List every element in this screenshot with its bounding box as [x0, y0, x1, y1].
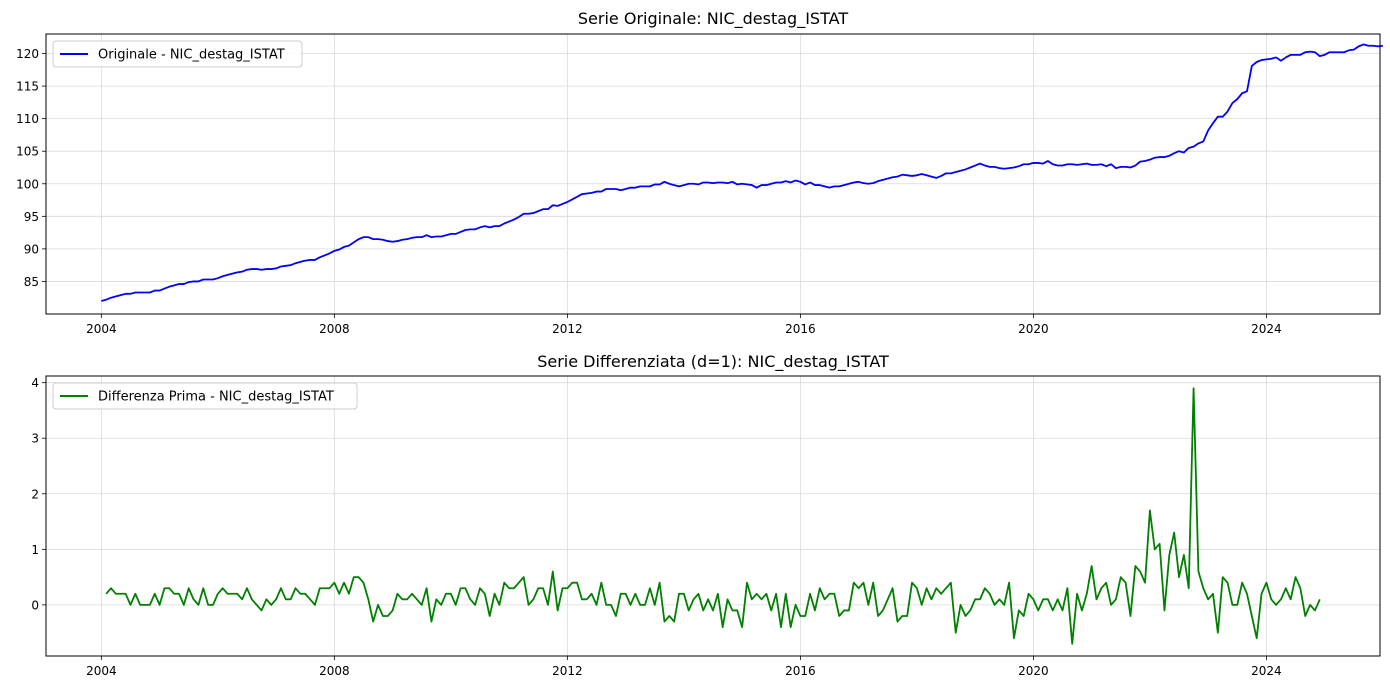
series-line [101, 43, 1384, 302]
x-tick-label: 2004 [86, 322, 117, 336]
chart-panel-differenced: Serie Differenziata (d=1): NIC_destag_IS… [31, 352, 1381, 678]
x-tick-label: 2024 [1251, 322, 1282, 336]
x-tick-label: 2016 [785, 322, 816, 336]
y-tick-label: 110 [16, 112, 39, 126]
legend-box [52, 40, 303, 68]
x-tick-label: 2020 [1018, 664, 1049, 678]
x-tick-label: 2004 [86, 664, 117, 678]
y-tick-label: 0 [31, 598, 39, 612]
x-tick-label: 2012 [552, 664, 583, 678]
y-tick-label: 3 [31, 432, 39, 446]
y-tick-label: 4 [31, 376, 39, 390]
plot-frame [45, 375, 1381, 657]
x-tick-label: 2008 [319, 664, 350, 678]
y-tick-label: 105 [16, 145, 39, 159]
y-tick-label: 115 [16, 80, 39, 94]
series-layer [101, 43, 1384, 302]
x-tick-label: 2008 [319, 322, 350, 336]
y-axis-ticks: 0 1 2 3 4 [31, 376, 46, 612]
x-tick-label: 2012 [552, 322, 583, 336]
plot-frame [45, 33, 1381, 315]
y-tick-label: 85 [24, 275, 39, 289]
series-layer [105, 387, 1321, 645]
x-axis-ticks: 2004 2008 2012 2016 2020 2024 [86, 314, 1282, 336]
chart-panel-original: Serie Originale: NIC_destag_ISTAT 2004 20… [16, 9, 1384, 336]
legend-label: Differenza Prima - NIC_destag_ISTAT [98, 390, 334, 405]
x-tick-label: 2024 [1251, 664, 1282, 678]
x-axis-ticks: 2004 2008 2012 2016 2020 2024 [86, 656, 1282, 678]
y-tick-label: 95 [24, 210, 39, 224]
y-tick-label: 100 [16, 177, 39, 191]
y-axis-ticks: 85 90 95 100 105 110 115 120 [16, 47, 46, 289]
legend: Originale - NIC_destag_ISTAT [52, 40, 303, 68]
y-tick-label: 2 [31, 487, 39, 501]
chart-title: Serie Differenziata (d=1): NIC_destag_IS… [537, 352, 889, 372]
y-tick-label: 120 [16, 47, 39, 61]
grid-lines [46, 34, 1380, 314]
chart-title: Serie Originale: NIC_destag_ISTAT [578, 9, 848, 29]
series-line [105, 387, 1321, 645]
x-tick-label: 2020 [1018, 322, 1049, 336]
legend-label: Originale - NIC_destag_ISTAT [98, 48, 285, 63]
legend-box [52, 382, 358, 410]
x-tick-label: 2016 [785, 664, 816, 678]
y-tick-label: 90 [24, 242, 39, 256]
legend: Differenza Prima - NIC_destag_ISTAT [52, 382, 358, 410]
grid-lines [46, 376, 1380, 656]
y-tick-label: 1 [31, 543, 39, 557]
